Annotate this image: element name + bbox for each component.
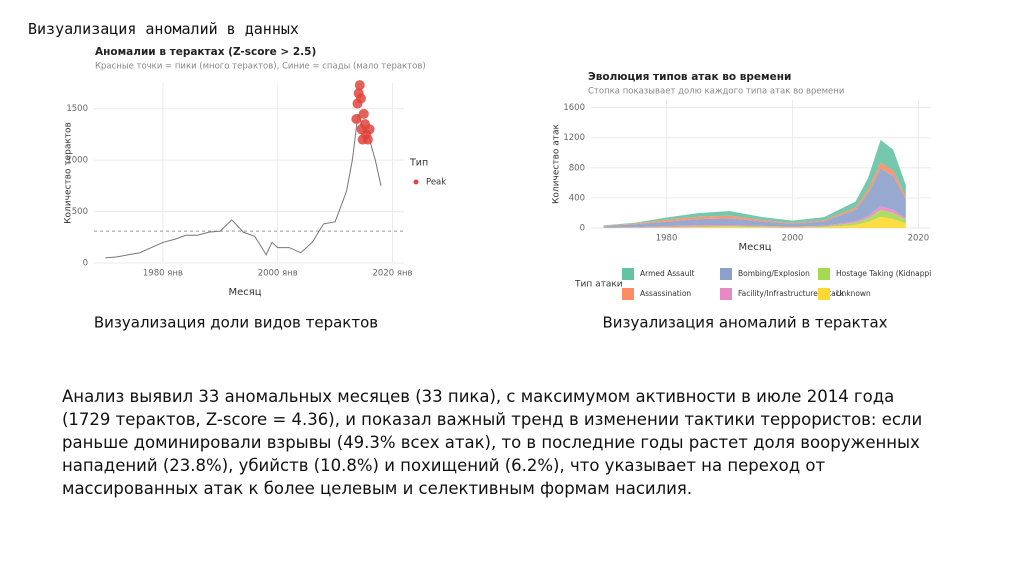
legend-swatch: [818, 288, 830, 300]
y-tick-label: 1600: [563, 103, 585, 113]
y-tick-label: 1000: [66, 156, 88, 166]
peak-point: [362, 134, 373, 145]
x-tick-label: 1980 янв: [143, 269, 183, 279]
plot-area: [94, 83, 404, 263]
legend-label: Facility/Infrastructure Attack: [738, 289, 845, 298]
caption: Визуализация доли видов терактов: [94, 314, 378, 332]
legend-swatch: [413, 179, 419, 185]
x-tick-label: 1980: [656, 234, 678, 244]
area: [603, 216, 906, 228]
y-tick-label: 500: [72, 207, 88, 217]
legend-title: Тип атаки: [574, 280, 623, 290]
legend-label: Hostage Taking (Kidnappi: [836, 269, 931, 278]
legend-swatch: [818, 268, 830, 280]
chart-subtitle: Стопка показывает долю каждого типа атак…: [588, 87, 844, 97]
y-tick-label: 0: [83, 259, 88, 269]
y-tick-label: 800: [569, 163, 585, 173]
peak-point: [351, 114, 362, 124]
legend-title: Тип: [409, 158, 428, 169]
y-axis-label: Количество атак: [552, 123, 562, 203]
peak-point: [355, 93, 366, 104]
caption: Визуализация аномалий в терактах: [602, 314, 887, 332]
legend-label: Assassination: [640, 289, 691, 298]
legend-swatch: [720, 268, 732, 280]
x-tick-label: 2000: [782, 234, 804, 244]
peak-point: [364, 124, 375, 135]
chart-subtitle: Красные точки = пики (много терактов), С…: [95, 62, 426, 72]
line: [105, 113, 382, 259]
y-tick-label: 1500: [66, 104, 88, 114]
peak-point: [354, 80, 365, 91]
x-tick-label: 2000 янв: [258, 269, 298, 279]
x-axis-label: Месяц: [738, 242, 771, 253]
x-axis-label: Месяц: [228, 287, 261, 298]
chart-title: Аномалии в терактах (Z-score > 2.5): [95, 46, 316, 58]
legend-swatch: [622, 268, 634, 280]
x-tick-label: 2020: [908, 234, 930, 244]
legend-label: Armed Assault: [640, 269, 695, 278]
legend-swatch: [720, 288, 732, 300]
x-tick-label: 2020 янв: [373, 269, 413, 279]
legend-label: Unknown: [836, 289, 871, 298]
legend-label: Peak: [426, 178, 446, 188]
y-tick-label: 400: [569, 193, 585, 203]
legend-label: Bombing/Explosion: [738, 269, 810, 278]
legend-swatch: [622, 288, 634, 300]
slide-title: Визуализация аномалий в данных: [28, 20, 299, 38]
y-axis-label: Количество терактов: [64, 122, 74, 224]
analysis-text: Анализ выявил 33 аномальных месяцев (33 …: [62, 387, 923, 498]
peak-point: [358, 108, 369, 119]
y-tick-label: 1200: [563, 133, 585, 143]
y-tick-label: 0: [580, 224, 585, 234]
chart-title: Эволюция типов атак во времени: [588, 71, 791, 83]
